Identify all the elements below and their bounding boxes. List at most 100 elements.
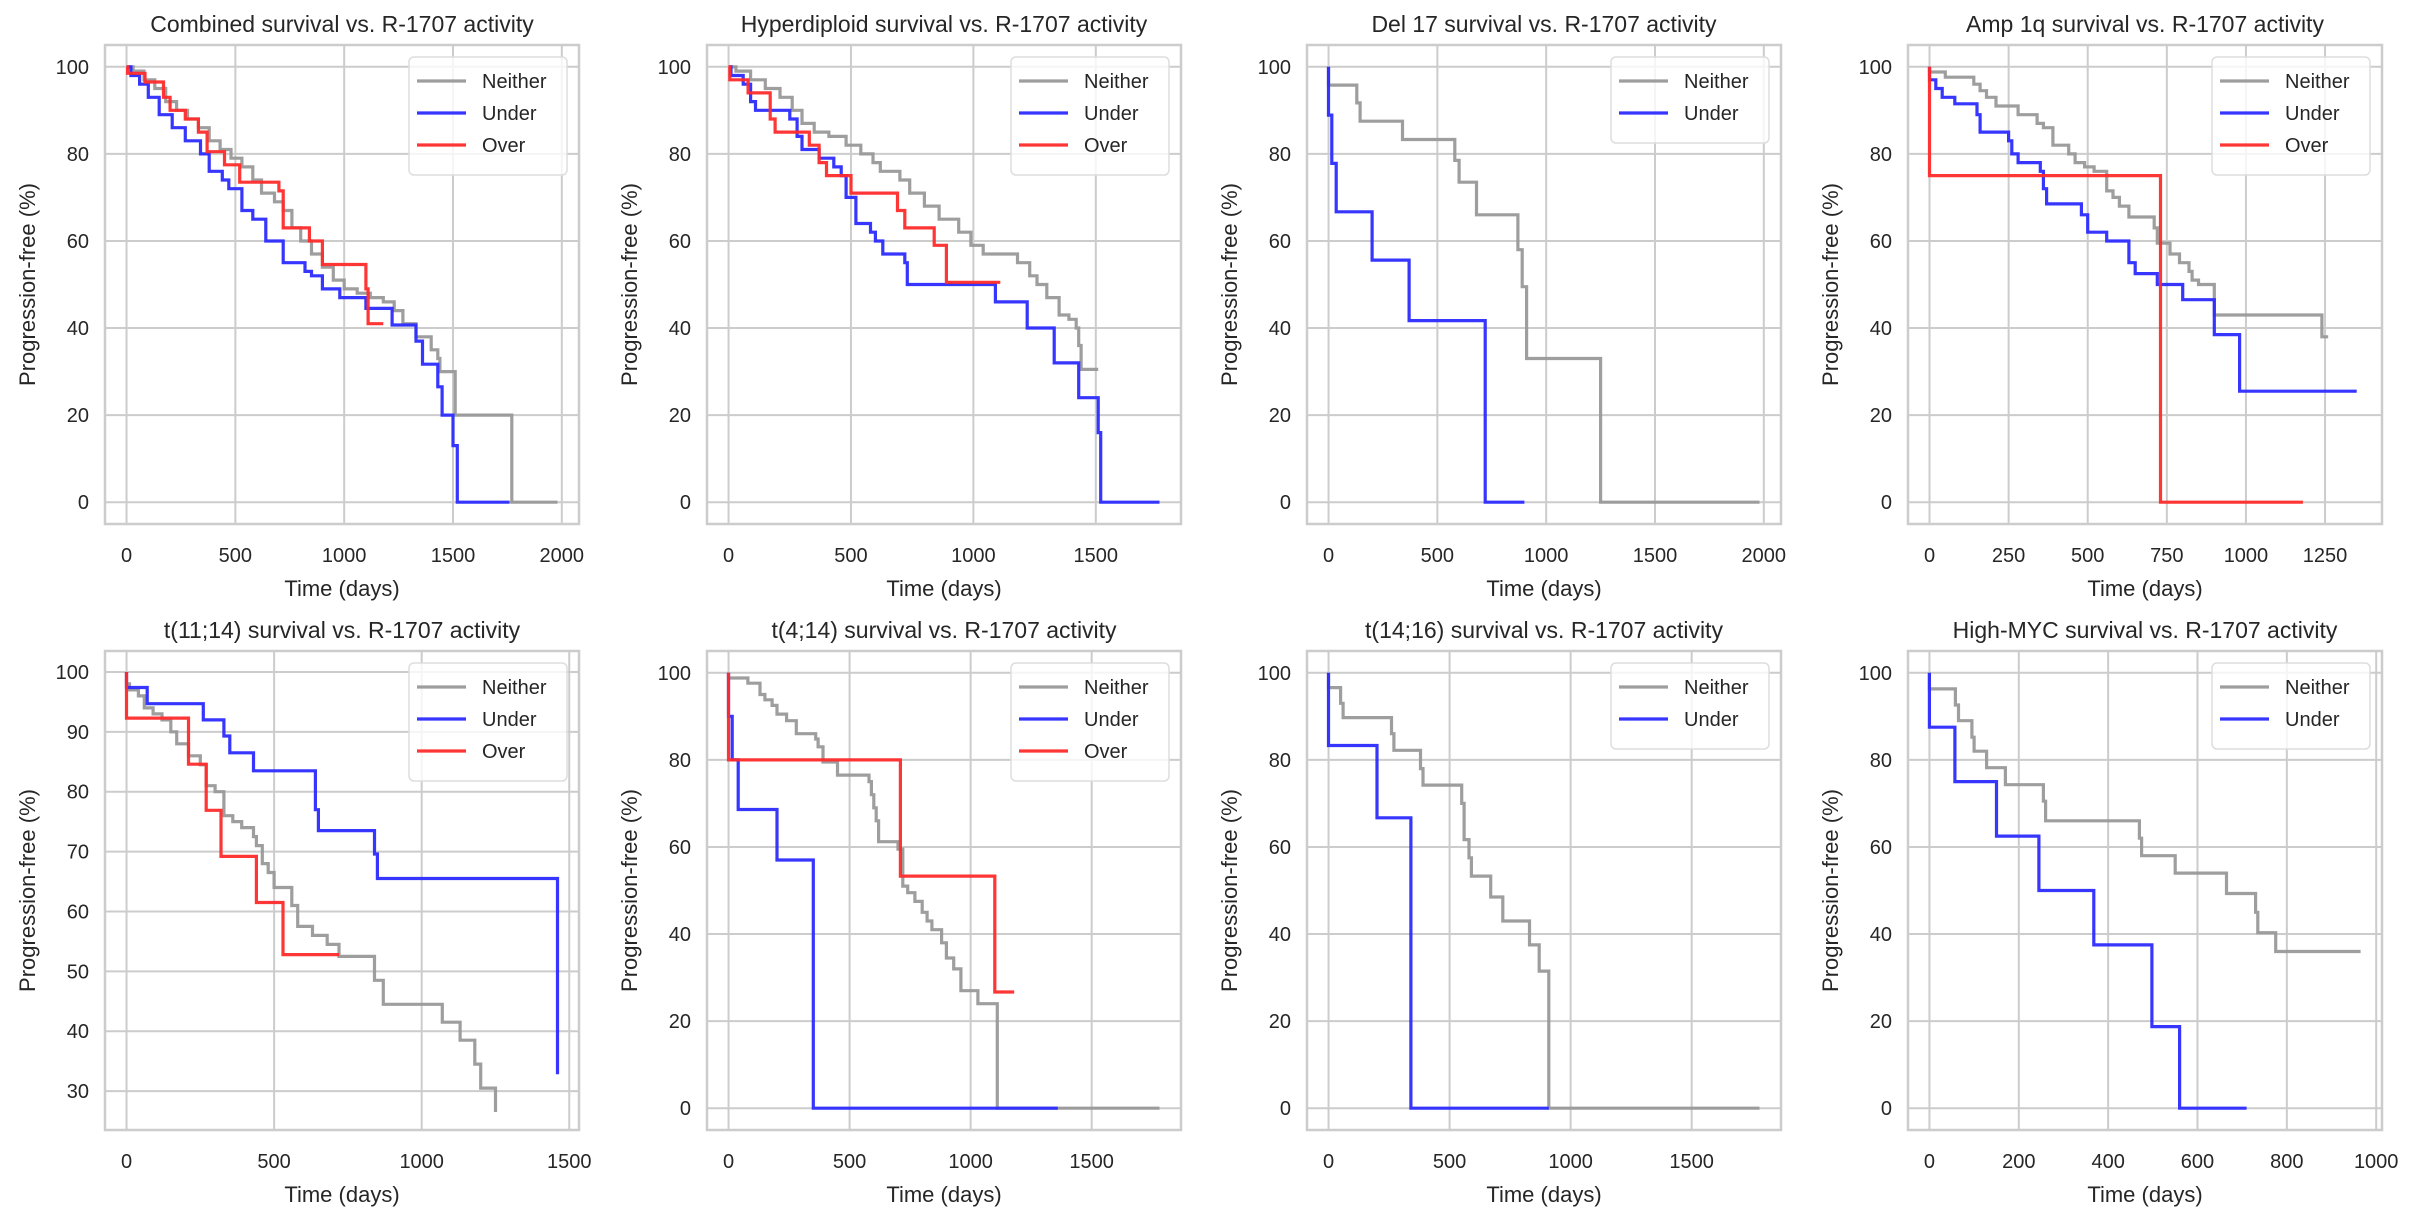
y-axis-label: Progression-free (%) (1217, 183, 1242, 386)
axes-frame (1906, 649, 2384, 1132)
x-tick-label: 500 (2071, 545, 2104, 567)
legend-label-neither: Neither (482, 71, 547, 93)
legend-label-under: Under (1084, 103, 1139, 125)
x-tick-label: 500 (833, 1151, 866, 1173)
y-tick-label: 20 (1870, 405, 1892, 427)
axes-frame (705, 649, 1183, 1132)
y-axis-label: Progression-free (%) (15, 183, 40, 386)
x-tick-label: 1000 (951, 545, 996, 567)
legend: Neither Under Over (2211, 56, 2371, 176)
x-axis-label: Time (days) (284, 1182, 399, 1207)
x-tick-label: 200 (2002, 1151, 2035, 1173)
y-tick-label: 90 (67, 722, 89, 744)
y-axis-label: Progression-free (%) (1217, 789, 1242, 992)
y-axis-label: Progression-free (%) (1818, 183, 1843, 386)
legend-label-neither: Neither (1684, 71, 1749, 93)
x-axis-label: Time (days) (2087, 1182, 2202, 1207)
km-curve-under (1927, 66, 2357, 393)
subplot-title: High-MYC survival vs. R-1707 activity (1953, 617, 2338, 643)
y-tick-label: 60 (67, 231, 89, 253)
y-tick-label: 60 (1269, 231, 1291, 253)
legend: Neither Under (1610, 662, 1770, 750)
x-tick-label: 1500 (547, 1151, 592, 1173)
axes-frame (103, 43, 581, 526)
y-tick-label: 80 (669, 144, 691, 166)
y-tick-label: 40 (669, 924, 691, 946)
km-curve-over (126, 65, 384, 326)
legend-label-under: Under (1684, 709, 1739, 731)
x-tick-label: 0 (1924, 545, 1935, 567)
subplot-title: Combined survival vs. R-1707 activity (150, 11, 534, 37)
x-tick-label: 1000 (2354, 1151, 2399, 1173)
x-tick-label: 500 (219, 545, 252, 567)
axes-frame (1305, 649, 1783, 1132)
y-axis-label: Progression-free (%) (1818, 789, 1843, 992)
x-tick-label: 2000 (540, 545, 585, 567)
km-curve-over (728, 65, 1001, 284)
subplot-7: 0 500 1000 1500 0 20 40 60 80 100 Neither Under t(14… (1217, 617, 1783, 1207)
legend-label-under: Under (482, 709, 537, 731)
y-tick-label: 100 (56, 662, 89, 684)
km-curve-under (126, 65, 510, 504)
legend-box (1610, 662, 1770, 750)
x-tick-label: 1000 (2224, 545, 2269, 567)
x-tick-label: 250 (1992, 545, 2025, 567)
km-curve-under (726, 672, 1058, 1110)
y-tick-label: 40 (669, 318, 691, 340)
km-curve-neither (728, 65, 1099, 371)
y-tick-label: 20 (67, 405, 89, 427)
legend-label-under: Under (482, 103, 537, 125)
y-tick-label: 80 (67, 782, 89, 804)
x-tick-label: 500 (257, 1151, 290, 1173)
x-axis-label: Time (days) (886, 1182, 1001, 1207)
y-tick-label: 100 (1258, 57, 1291, 79)
subplot-title: Amp 1q survival vs. R-1707 activity (1966, 11, 2324, 37)
legend-label-over: Over (1084, 135, 1128, 157)
y-tick-label: 80 (1870, 750, 1892, 772)
km-curve-under (728, 65, 1160, 504)
x-tick-label: 0 (1323, 1151, 1334, 1173)
x-tick-label: 1000 (322, 545, 367, 567)
y-tick-label: 60 (1870, 837, 1892, 859)
x-tick-label: 0 (1924, 1151, 1935, 1173)
subplot-title: Del 17 survival vs. R-1707 activity (1371, 11, 1717, 37)
legend-label-over: Over (2285, 135, 2329, 157)
subplot-8: 0 200 400 600 800 1000 0 20 40 60 80 100 Neither Unde… (1818, 617, 2398, 1207)
km-curve-over (1927, 66, 2303, 504)
y-tick-label: 40 (1870, 318, 1892, 340)
y-tick-label: 0 (680, 1098, 691, 1120)
y-tick-label: 40 (67, 1021, 89, 1043)
km-curve-over (124, 672, 339, 957)
y-tick-label: 0 (1881, 492, 1892, 514)
y-tick-label: 20 (1269, 405, 1291, 427)
x-tick-label: 500 (834, 545, 867, 567)
x-tick-label: 1000 (1548, 1151, 1593, 1173)
subplot-title: t(11;14) survival vs. R-1707 activity (164, 617, 521, 643)
x-tick-label: 0 (121, 545, 132, 567)
y-tick-label: 0 (78, 492, 89, 514)
subplot-title: t(4;14) survival vs. R-1707 activity (771, 617, 1117, 643)
y-tick-label: 100 (658, 57, 691, 79)
x-tick-label: 0 (1323, 545, 1334, 567)
legend-label-neither: Neither (2285, 71, 2350, 93)
y-tick-label: 20 (1870, 1011, 1892, 1033)
y-axis-label: Progression-free (%) (15, 789, 40, 992)
km-curve-neither (1326, 672, 1760, 1110)
legend: Neither Under (2211, 662, 2371, 750)
y-tick-label: 70 (67, 842, 89, 864)
y-tick-label: 20 (669, 405, 691, 427)
x-axis-label: Time (days) (2087, 576, 2202, 601)
y-tick-label: 40 (1269, 924, 1291, 946)
x-tick-label: 0 (121, 1151, 132, 1173)
legend-box (2211, 662, 2371, 750)
y-tick-label: 100 (658, 663, 691, 685)
subplot-3: 0 500 1000 1500 2000 0 20 40 60 80 100 Neither Under… (1217, 11, 1786, 601)
x-tick-label: 1000 (1524, 545, 1569, 567)
legend-label-neither: Neither (1084, 677, 1149, 699)
y-tick-label: 20 (1269, 1011, 1291, 1033)
legend-label-under: Under (2285, 103, 2340, 125)
km-curve-neither (726, 672, 1160, 1110)
y-tick-label: 60 (67, 901, 89, 923)
